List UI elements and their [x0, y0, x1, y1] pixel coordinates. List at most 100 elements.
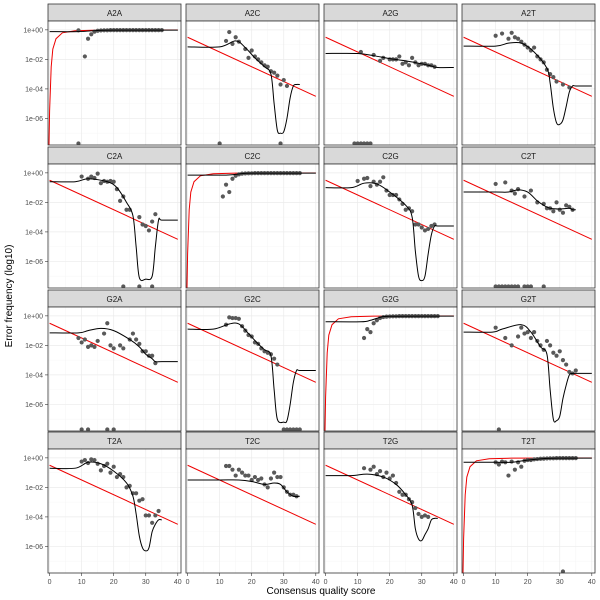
panel-border	[185, 306, 320, 432]
observed-point	[519, 325, 524, 330]
facet-strip-label: T2A	[107, 437, 122, 446]
observed-point	[551, 75, 556, 80]
observed-point	[358, 49, 363, 55]
observed-point	[557, 207, 562, 212]
observed-point	[515, 334, 521, 339]
panel-data	[49, 321, 179, 431]
observed-point	[150, 520, 155, 525]
observed-point	[400, 492, 405, 497]
x-tick-label: 20	[524, 579, 532, 586]
observed-point	[114, 187, 119, 192]
observed-point	[361, 466, 367, 471]
fitted-error-line	[325, 315, 454, 323]
observed-point	[278, 474, 283, 480]
observed-point	[419, 225, 424, 230]
observed-point	[532, 45, 537, 50]
observed-point	[217, 141, 222, 145]
observed-point	[519, 464, 524, 469]
observed-point	[146, 228, 152, 233]
y-tick-label: 1e-06	[25, 116, 43, 123]
observed-point	[272, 70, 277, 75]
observed-point	[230, 467, 235, 472]
observed-point	[137, 284, 142, 288]
x-tick-label: 0	[186, 579, 190, 586]
observed-point	[413, 222, 418, 227]
observed-point	[397, 54, 402, 59]
panel-data	[325, 36, 455, 145]
observed-point	[352, 141, 357, 145]
observed-point	[368, 184, 373, 189]
observed-point	[233, 315, 238, 321]
observed-point	[416, 222, 421, 227]
observed-point	[233, 473, 238, 478]
panel-data	[186, 171, 316, 288]
observed-point	[535, 54, 540, 59]
panel-border	[47, 448, 182, 574]
fitted-error-line	[187, 322, 316, 424]
x-axis-title: Consensus quality score	[267, 586, 376, 597]
observed-point	[278, 141, 283, 145]
observed-point	[512, 284, 517, 288]
observed-point	[377, 58, 383, 63]
observed-point	[137, 341, 142, 346]
observed-point	[92, 344, 97, 349]
observed-point	[499, 284, 505, 288]
facet-t2t: T2T 0 10 20 30 40	[461, 431, 596, 586]
observed-point	[416, 511, 421, 517]
nominal-error-line	[462, 457, 592, 573]
observed-point	[256, 477, 261, 483]
facet-panels: A2A 1e+00 1e-02 1e-04 1e-06 A2C A2G A2T C2A 1e+00…	[23, 3, 596, 586]
observed-point	[246, 55, 251, 61]
observed-point	[560, 210, 566, 215]
observed-point	[525, 284, 530, 288]
observed-point	[223, 182, 229, 187]
observed-point	[416, 63, 421, 68]
observed-point	[105, 321, 110, 326]
observed-point	[76, 141, 81, 145]
observed-point	[227, 29, 232, 35]
x-tick-label: 10	[354, 579, 362, 586]
observed-point	[95, 338, 100, 344]
observed-point	[528, 284, 533, 288]
observed-point	[223, 38, 229, 44]
observed-point	[374, 318, 379, 323]
panel-border	[461, 20, 596, 146]
nominal-error-line	[463, 179, 593, 240]
panel-data	[187, 463, 317, 525]
panel-background	[324, 307, 457, 431]
observed-point	[236, 316, 241, 321]
observed-point	[528, 335, 534, 341]
observed-point	[503, 180, 508, 185]
observed-point	[506, 36, 511, 41]
observed-point	[79, 174, 84, 179]
observed-point	[509, 459, 514, 464]
observed-point	[79, 459, 84, 464]
panel-background	[462, 449, 595, 573]
panel-data	[187, 315, 317, 431]
facet-c2g: C2G	[323, 146, 458, 289]
observed-point	[130, 331, 136, 336]
observed-point	[272, 470, 277, 475]
observed-point	[239, 470, 245, 475]
observed-point	[288, 427, 293, 431]
observed-point	[227, 315, 232, 320]
panel-background	[462, 164, 595, 288]
observed-point	[252, 474, 257, 480]
observed-point	[532, 330, 537, 335]
y-axis-title: Error frequency (log10)	[4, 245, 15, 348]
observed-point	[89, 457, 94, 462]
observed-point	[236, 467, 241, 472]
observed-point	[233, 35, 238, 40]
x-tick-label: 20	[110, 579, 118, 586]
observed-point	[124, 207, 129, 212]
observed-point	[381, 175, 386, 180]
observed-point	[541, 284, 546, 288]
panel-border	[323, 306, 458, 432]
x-tick-label: 10	[78, 579, 86, 586]
panel-data	[187, 29, 317, 145]
observed-point	[111, 464, 116, 469]
observed-point	[387, 192, 392, 198]
x-tick-label: 10	[216, 579, 224, 586]
facet-strip-label: A2C	[245, 9, 261, 18]
